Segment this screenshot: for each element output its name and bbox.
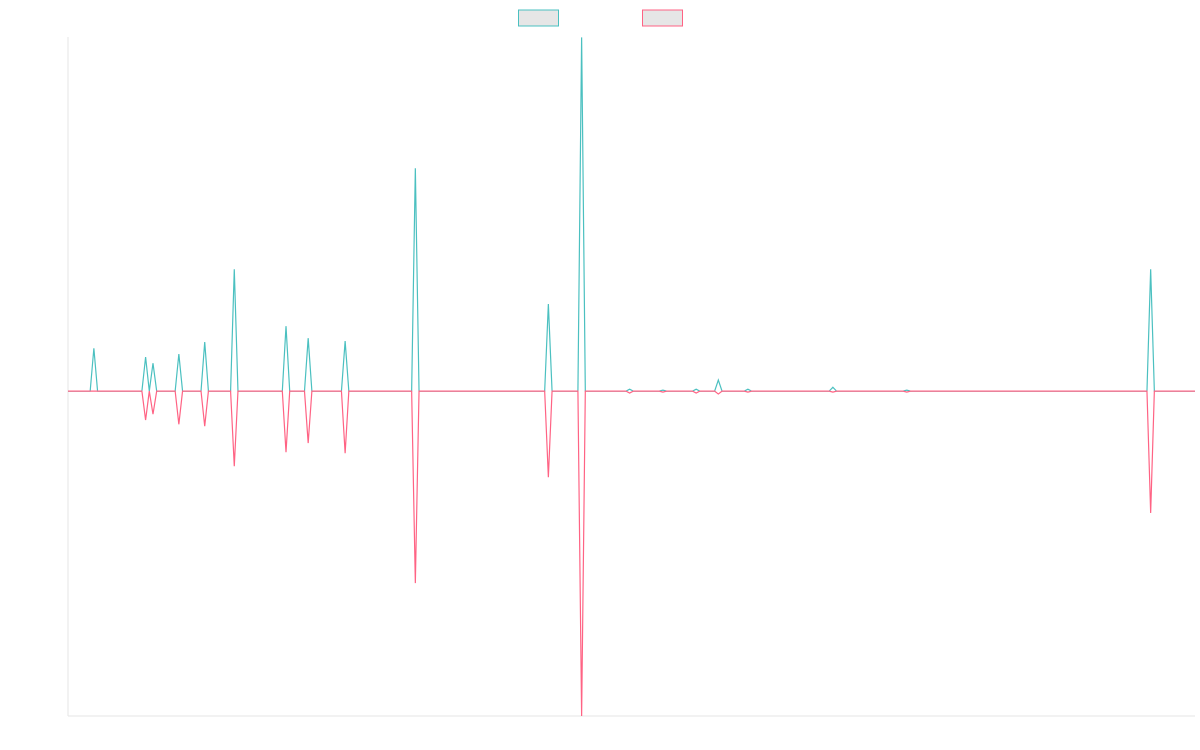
legend-item[interactable] <box>642 9 683 27</box>
legend-item[interactable] <box>518 9 559 27</box>
series-line <box>68 37 1195 392</box>
series-line <box>68 390 1195 717</box>
